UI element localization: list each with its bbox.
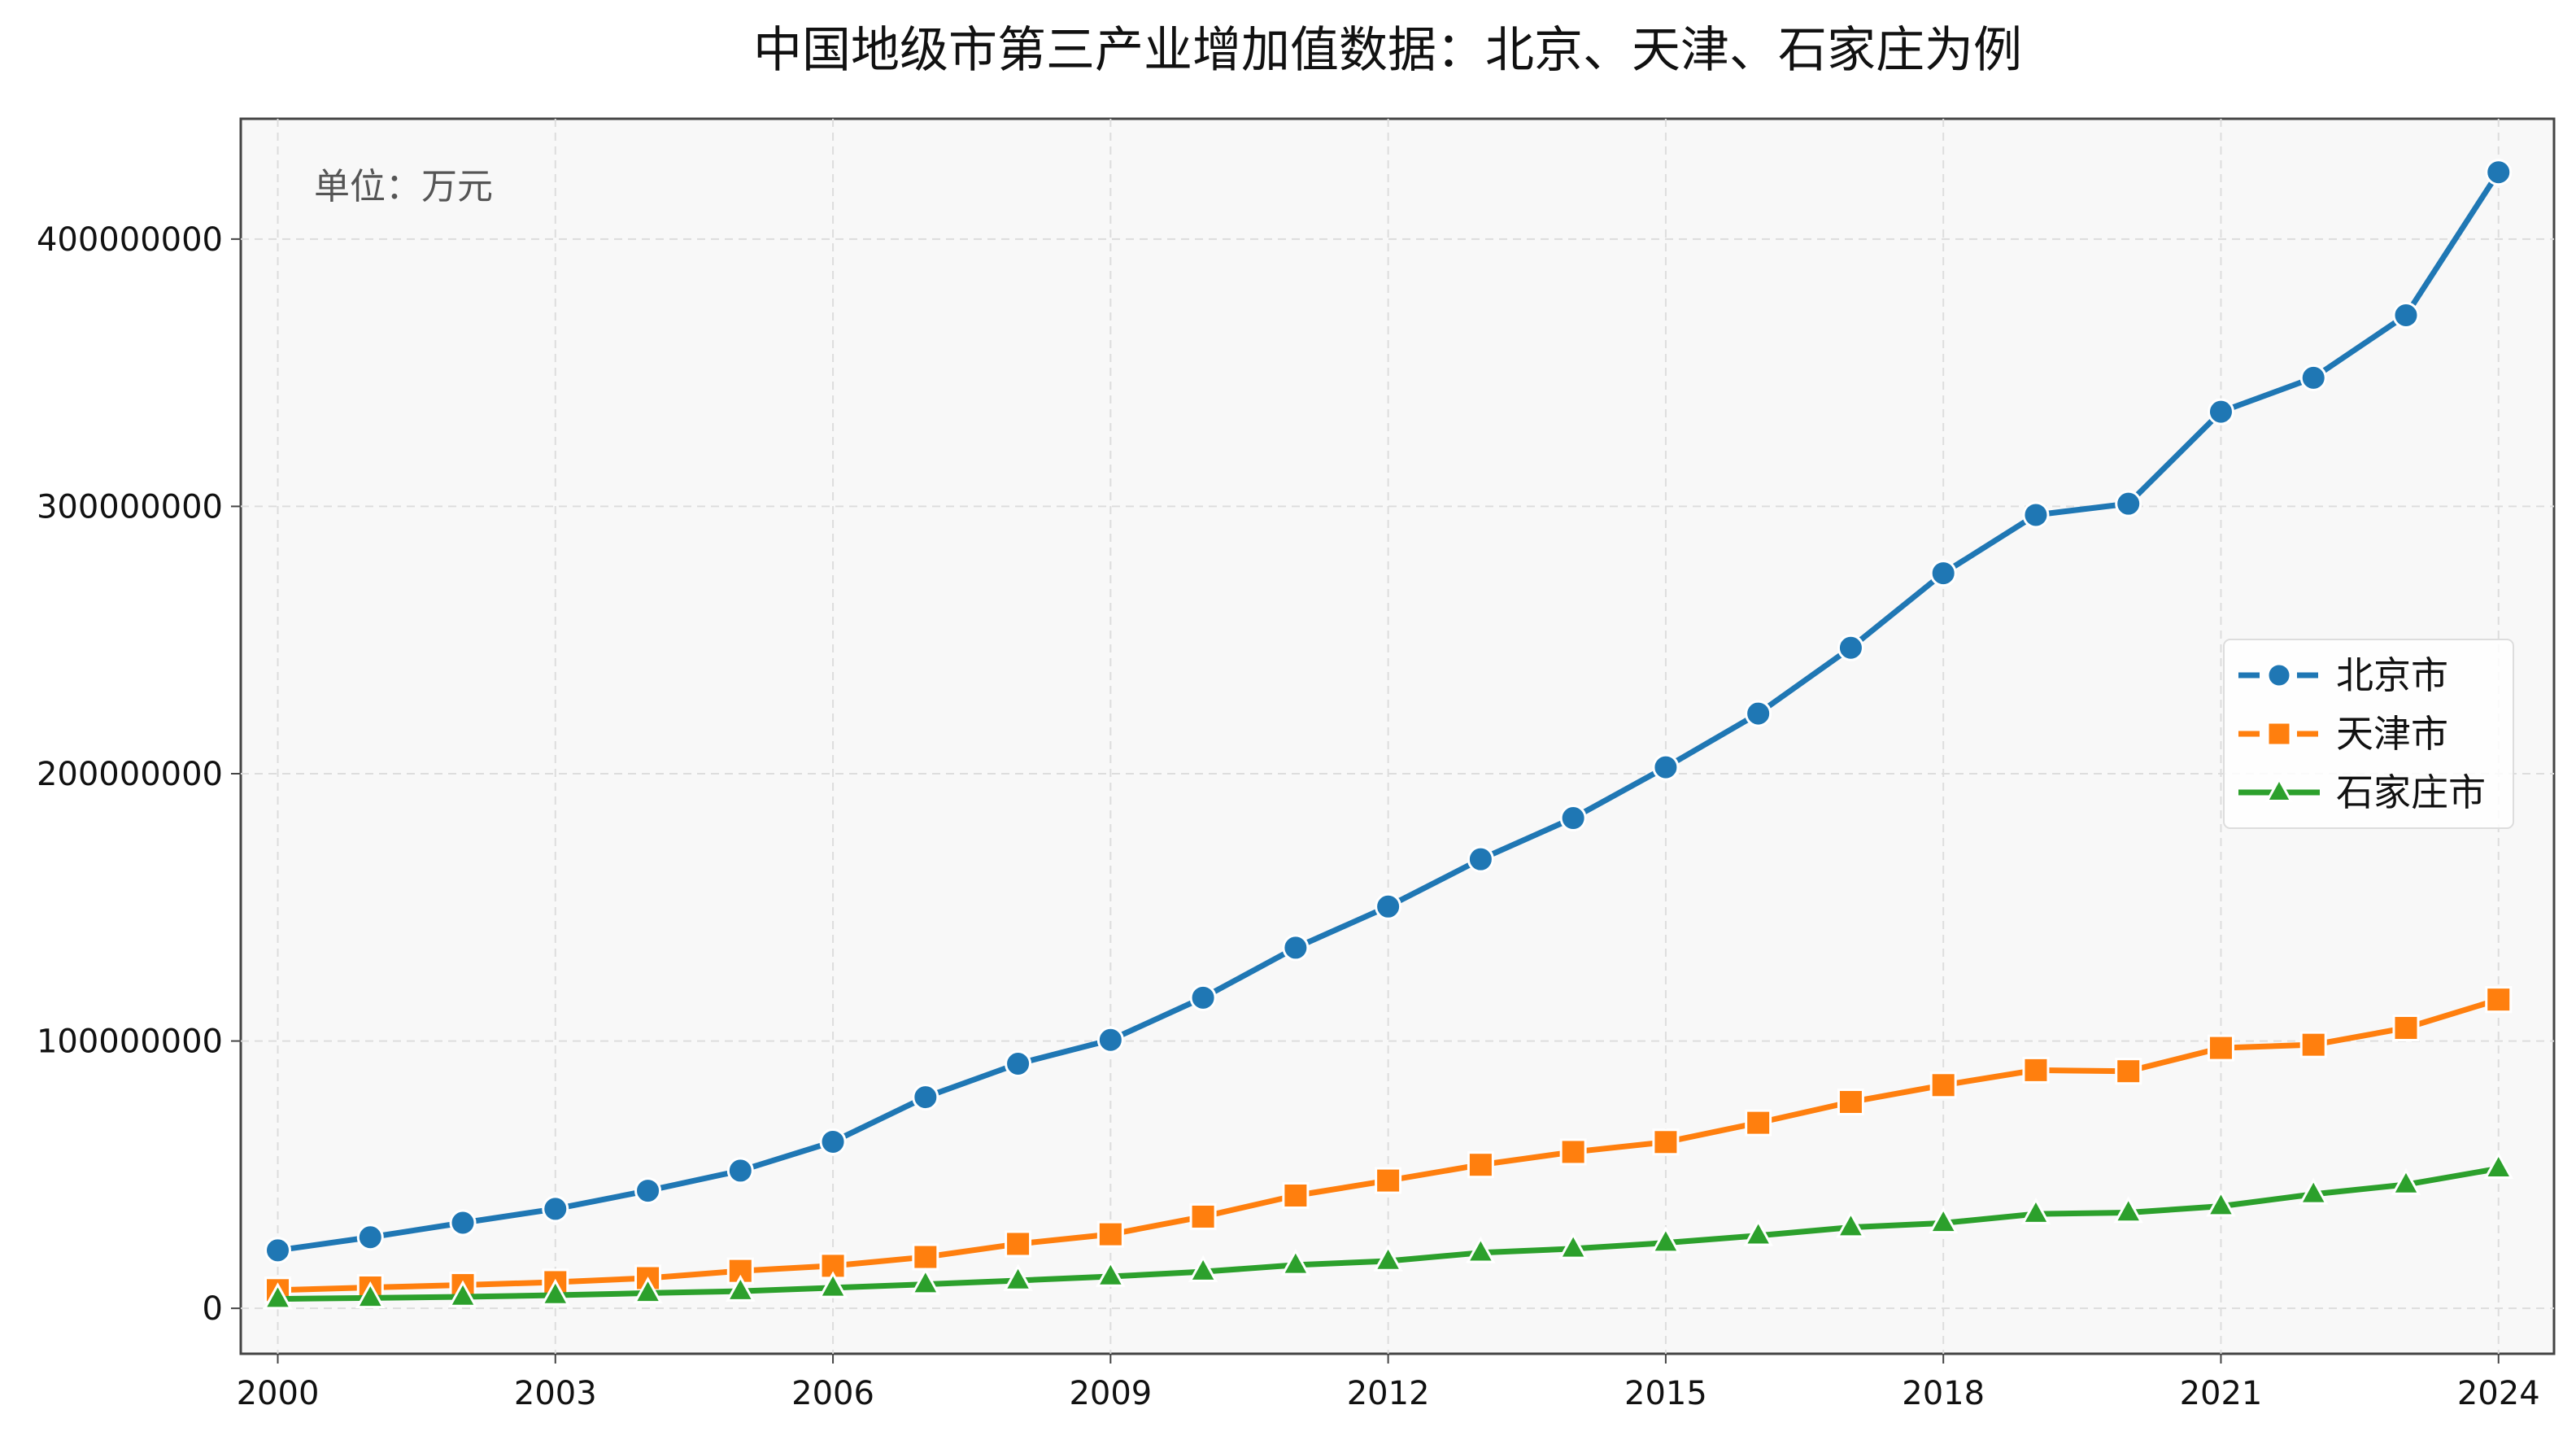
data-point <box>2115 1058 2142 1085</box>
data-point <box>1096 1026 1124 1054</box>
data-point <box>2115 490 2142 517</box>
data-point <box>2022 1056 2050 1084</box>
data-point <box>1836 1211 1866 1238</box>
data-point <box>447 1280 478 1307</box>
data-point <box>2207 398 2234 425</box>
data-point <box>2485 159 2513 186</box>
data-point <box>1743 1219 1773 1246</box>
data-point <box>1929 560 1957 587</box>
data-point <box>1189 984 1217 1011</box>
data-point <box>912 1084 939 1111</box>
data-point <box>1745 700 1772 727</box>
data-point <box>1559 1138 1587 1166</box>
data-point <box>2206 1189 2236 1217</box>
data-point <box>1652 1128 1680 1156</box>
y-axis-ticks: 0 100000000 200000000 300000000 400000000 <box>37 221 241 1328</box>
series-2 <box>263 1151 2514 1310</box>
data-point <box>355 1281 386 1309</box>
unit-note: 单位：万元 <box>314 166 493 207</box>
data-point <box>2207 1034 2234 1062</box>
data-point <box>1280 1248 1311 1276</box>
data-point <box>633 1276 663 1304</box>
chart-title: 中国地级市第三产业增加值数据：北京、天津、石家庄为例 <box>753 22 2022 79</box>
x-axis-ticks: 2000 2003 2006 2009 2012 2015 2018 2021 2024 <box>237 1354 2540 1412</box>
y-tick-label: 0 <box>203 1290 223 1328</box>
data-point <box>2022 501 2050 529</box>
legend-marker <box>2266 662 2292 688</box>
data-point <box>1282 1181 1310 1209</box>
series-0 <box>264 159 2513 1264</box>
data-point <box>1005 1050 1032 1077</box>
data-point <box>1467 1151 1494 1179</box>
data-point <box>2298 1177 2329 1205</box>
y-tick-label: 300000000 <box>37 488 223 526</box>
x-tick-label: 2003 <box>514 1375 597 1412</box>
series-lines <box>263 159 2514 1310</box>
data-point <box>2392 302 2420 329</box>
data-point <box>1558 1232 1589 1259</box>
data-point <box>2020 1197 2051 1224</box>
x-tick-label: 2018 <box>1902 1375 1985 1412</box>
data-point <box>540 1278 571 1306</box>
data-point <box>2485 986 2513 1014</box>
data-point <box>1837 1088 1864 1115</box>
data-point <box>1467 845 1494 873</box>
x-tick-label: 2024 <box>2457 1375 2540 1412</box>
legend-label: 天津市 <box>2336 712 2448 756</box>
x-tick-label: 2021 <box>2180 1375 2263 1412</box>
data-point <box>726 1157 754 1185</box>
data-point <box>2392 1014 2420 1041</box>
x-tick-label: 2012 <box>1347 1375 1430 1412</box>
data-point <box>819 1128 847 1155</box>
data-point <box>1375 892 1402 920</box>
data-point <box>2113 1196 2143 1224</box>
x-tick-label: 2000 <box>237 1375 320 1412</box>
plot-area <box>239 117 2556 1355</box>
y-tick-label: 400000000 <box>37 221 223 259</box>
data-point <box>1096 1220 1124 1248</box>
data-point <box>1652 753 1680 781</box>
data-point <box>263 1282 293 1310</box>
data-point <box>542 1195 569 1223</box>
legend-box <box>2223 639 2514 829</box>
data-point <box>912 1243 939 1271</box>
data-point <box>1375 1167 1402 1194</box>
data-point <box>1837 634 1864 661</box>
data-point <box>1745 1109 1772 1137</box>
x-tick-label: 2006 <box>791 1375 874 1412</box>
y-tick-label: 200000000 <box>37 756 223 793</box>
data-point <box>1929 1071 1957 1099</box>
data-point <box>726 1274 756 1302</box>
data-point <box>1373 1244 1403 1272</box>
data-point <box>1928 1206 1959 1234</box>
data-point <box>264 1237 292 1264</box>
legend-label: 北京市 <box>2336 653 2448 697</box>
legend-label: 石家庄市 <box>2336 770 2486 814</box>
y-tick-label: 100000000 <box>37 1023 223 1061</box>
data-point <box>1003 1263 1033 1291</box>
data-point <box>1189 1202 1217 1230</box>
legend-marker <box>2264 776 2294 802</box>
data-point <box>1650 1226 1681 1254</box>
data-point <box>2299 364 2327 391</box>
data-point <box>817 1271 848 1298</box>
x-tick-label: 2009 <box>1069 1375 1152 1412</box>
data-point <box>1559 805 1587 832</box>
data-point <box>2483 1151 2514 1180</box>
x-tick-label: 2015 <box>1624 1375 1707 1412</box>
data-point <box>1466 1236 1496 1263</box>
data-point <box>910 1268 941 1295</box>
data-point <box>1005 1230 1032 1258</box>
data-point <box>1096 1259 1126 1287</box>
data-point <box>1188 1255 1218 1282</box>
data-point <box>1282 934 1310 962</box>
data-point <box>634 1177 662 1205</box>
data-point <box>2391 1167 2421 1195</box>
data-point <box>2299 1031 2327 1058</box>
data-point <box>356 1224 384 1251</box>
data-point <box>449 1209 477 1237</box>
legend-marker <box>2266 721 2292 747</box>
